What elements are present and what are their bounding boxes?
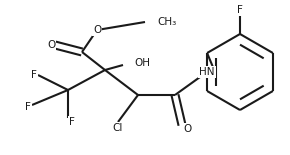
Text: O: O xyxy=(47,40,55,50)
Text: F: F xyxy=(237,5,243,15)
Text: CH₃: CH₃ xyxy=(157,17,176,27)
Text: O: O xyxy=(184,124,192,134)
Text: O: O xyxy=(93,25,101,35)
Text: OH: OH xyxy=(134,58,150,68)
Text: HN: HN xyxy=(199,67,215,77)
Text: F: F xyxy=(31,70,37,80)
Text: Cl: Cl xyxy=(113,123,123,133)
Text: F: F xyxy=(25,102,31,112)
Text: F: F xyxy=(69,117,75,127)
